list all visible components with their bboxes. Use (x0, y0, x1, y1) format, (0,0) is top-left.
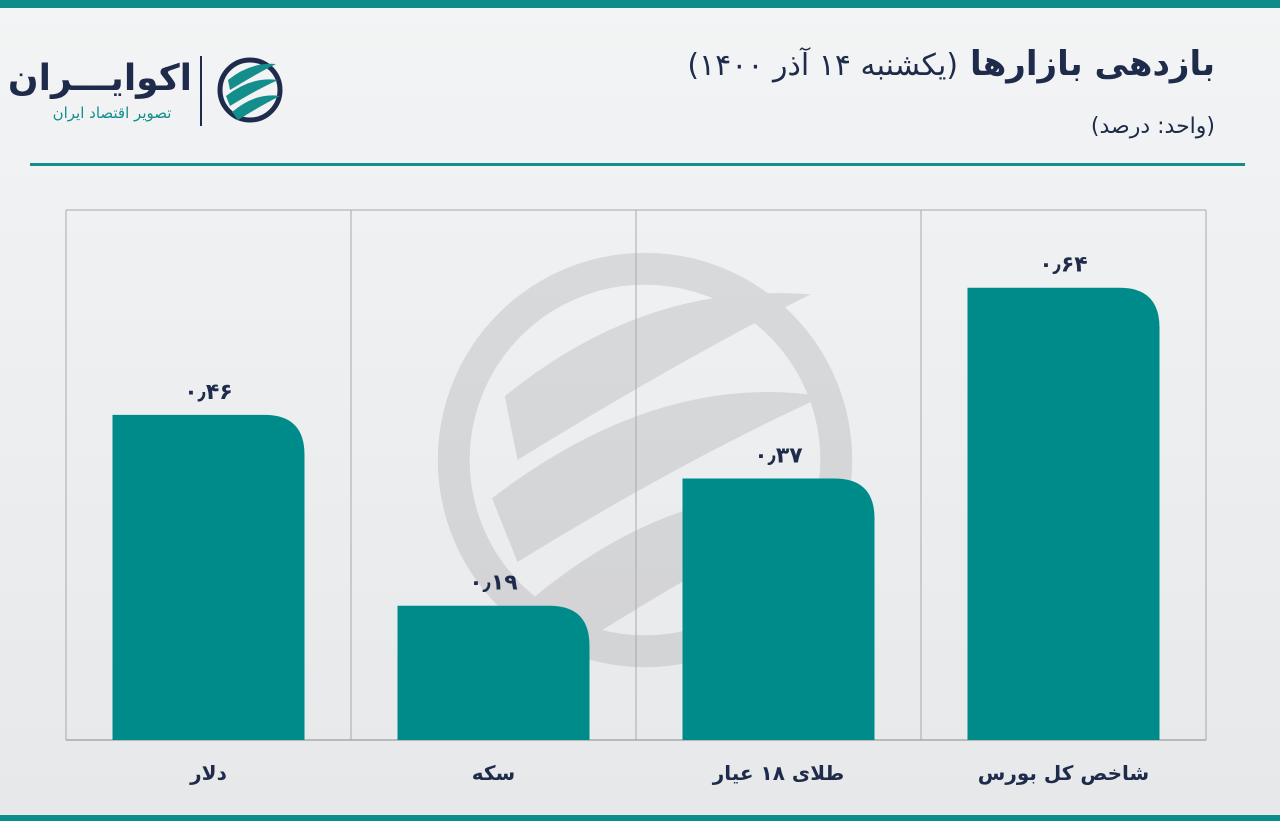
top-accent-strip (0, 0, 1280, 8)
data-label: ۰٫۱۹ (469, 571, 518, 596)
category-label: سکه (472, 761, 515, 785)
bar (397, 605, 590, 740)
bottom-accent-strip (0, 815, 1280, 821)
bar (112, 414, 305, 740)
title-main: بازدهی بازارها (969, 44, 1215, 84)
category-label: شاخص کل بورس (978, 761, 1149, 785)
logo-divider (200, 56, 202, 126)
bar (682, 478, 875, 740)
data-label: ۰٫۴۶ (184, 380, 233, 405)
logo: اکوایـــران تصویر اقتصاد ایران (7, 50, 290, 130)
category-label: طلای ۱۸ عیار (712, 761, 845, 785)
ecoiran-swirl-icon (217, 57, 283, 123)
data-label: ۰٫۶۴ (1039, 253, 1088, 278)
category-label: دلار (189, 761, 227, 785)
header-divider (30, 163, 1245, 166)
title-date: (یکشنبه ۱۴ آذر ۱۴۰۰) (687, 48, 959, 83)
logo-name: اکوایـــران (7, 58, 192, 99)
bar (967, 287, 1160, 740)
data-label: ۰٫۳۷ (754, 444, 803, 469)
unit-label: (واحد: درصد) (1090, 114, 1215, 139)
chart-title: بازدهی بازارها (یکشنبه ۱۴ آذر ۱۴۰۰) (687, 44, 1215, 84)
logo-tagline: تصویر اقتصاد ایران (52, 104, 172, 122)
